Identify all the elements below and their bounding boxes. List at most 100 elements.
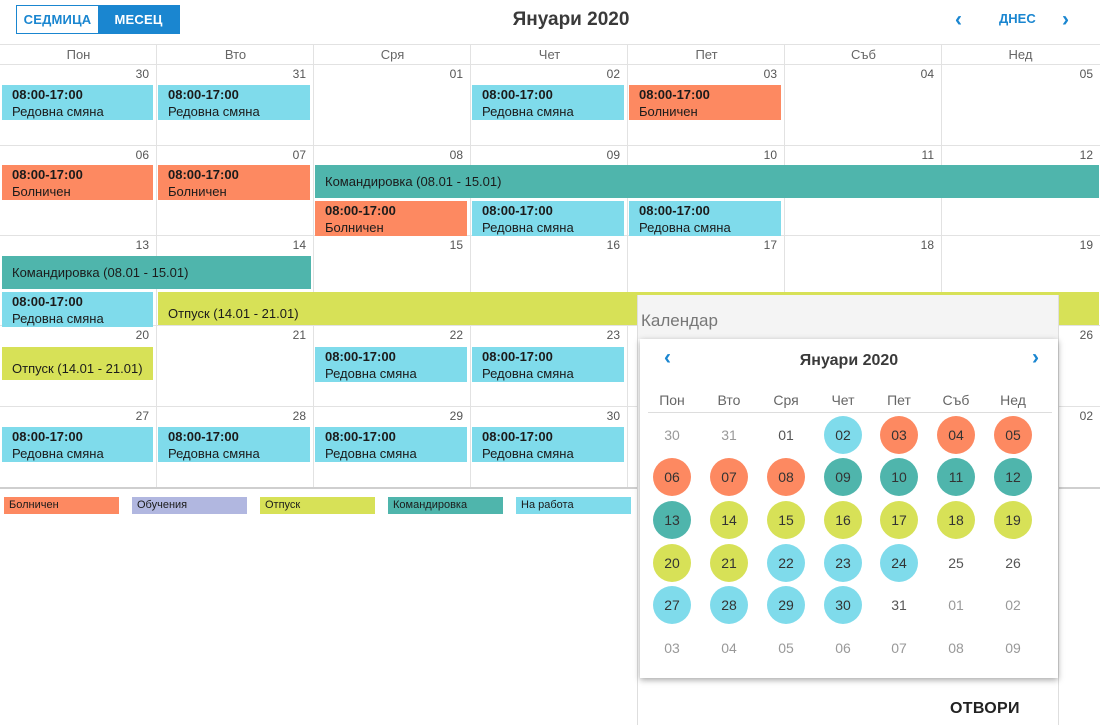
day-number[interactable]: 01 (449, 67, 463, 81)
mini-calendar-day[interactable]: 08 (948, 640, 964, 656)
mini-calendar-day[interactable]: 22 (767, 544, 805, 582)
day-number[interactable]: 18 (920, 238, 934, 252)
event-regular-shift[interactable]: 08:00-17:00 Редовна смяна (315, 347, 467, 382)
chevron-left-icon[interactable]: ‹ (664, 346, 671, 369)
day-number[interactable]: 04 (920, 67, 934, 81)
day-number[interactable]: 17 (763, 238, 777, 252)
mini-calendar-day[interactable]: 04 (937, 416, 975, 454)
day-number[interactable]: 22 (449, 328, 463, 342)
day-number[interactable]: 29 (449, 409, 463, 423)
mini-calendar-day[interactable]: 08 (767, 458, 805, 496)
week-view-button[interactable]: СЕДМИЦА (17, 6, 98, 33)
day-number[interactable]: 30 (135, 67, 149, 81)
mini-calendar-day[interactable]: 29 (767, 586, 805, 624)
mini-calendar-day[interactable]: 03 (664, 640, 680, 656)
mini-calendar-day[interactable]: 26 (1005, 555, 1021, 571)
day-number[interactable]: 27 (135, 409, 149, 423)
mini-calendar-day[interactable]: 24 (880, 544, 918, 582)
mini-calendar-day[interactable]: 10 (880, 458, 918, 496)
event-sick-leave[interactable]: 08:00-17:00 Болничен (158, 165, 310, 200)
mini-calendar-day[interactable]: 06 (653, 458, 691, 496)
event-sick-leave[interactable]: 08:00-17:00 Болничен (2, 165, 153, 200)
day-number[interactable]: 12 (1079, 148, 1093, 162)
day-number[interactable]: 26 (1079, 328, 1093, 342)
event-regular-shift[interactable]: 08:00-17:00 Редовна смяна (315, 427, 467, 462)
mini-calendar-day[interactable]: 09 (824, 458, 862, 496)
day-number[interactable]: 31 (292, 67, 306, 81)
event-business-trip[interactable]: Командировка (08.01 - 15.01) (315, 165, 1099, 198)
day-number[interactable]: 10 (763, 148, 777, 162)
day-number[interactable]: 23 (606, 328, 620, 342)
event-regular-shift[interactable]: 08:00-17:00 Редовна смяна (472, 201, 624, 236)
mini-calendar-day[interactable]: 07 (891, 640, 907, 656)
mini-calendar-day[interactable]: 19 (994, 501, 1032, 539)
day-number[interactable]: 13 (135, 238, 149, 252)
mini-calendar-day[interactable]: 04 (721, 640, 737, 656)
mini-calendar-day[interactable]: 31 (721, 427, 737, 443)
day-number[interactable]: 21 (292, 328, 306, 342)
day-number[interactable]: 14 (292, 238, 306, 252)
chevron-left-icon[interactable]: ‹ (955, 8, 962, 31)
chevron-right-icon[interactable]: › (1062, 8, 1069, 31)
mini-calendar-day[interactable]: 31 (891, 597, 907, 613)
open-button[interactable]: ОТВОРИ (950, 700, 1020, 717)
event-regular-shift[interactable]: 08:00-17:00 Редовна смяна (472, 85, 624, 120)
event-sick-leave[interactable]: 08:00-17:00 Болничен (629, 85, 781, 120)
mini-calendar-day[interactable]: 23 (824, 544, 862, 582)
chevron-right-icon[interactable]: › (1032, 346, 1039, 369)
mini-calendar-day[interactable]: 03 (880, 416, 918, 454)
event-regular-shift[interactable]: 08:00-17:00 Редовна смяна (472, 427, 624, 462)
event-business-trip[interactable]: Командировка (08.01 - 15.01) (2, 256, 311, 289)
mini-calendar-day[interactable]: 01 (948, 597, 964, 613)
event-regular-shift[interactable]: 08:00-17:00 Редовна смяна (158, 85, 310, 120)
day-number[interactable]: 06 (135, 148, 149, 162)
mini-calendar-day[interactable]: 28 (710, 586, 748, 624)
mini-calendar-day[interactable]: 16 (824, 501, 862, 539)
mini-calendar-day[interactable]: 02 (1005, 597, 1021, 613)
mini-calendar-day[interactable]: 14 (710, 501, 748, 539)
day-number[interactable]: 05 (1079, 67, 1093, 81)
mini-calendar-day[interactable]: 06 (835, 640, 851, 656)
day-number[interactable]: 03 (763, 67, 777, 81)
mini-calendar-day[interactable]: 17 (880, 501, 918, 539)
day-number[interactable]: 28 (292, 409, 306, 423)
mini-calendar-day[interactable]: 30 (664, 427, 680, 443)
mini-calendar-day[interactable]: 25 (948, 555, 964, 571)
mini-calendar-day[interactable]: 18 (937, 501, 975, 539)
mini-calendar-day[interactable]: 20 (653, 544, 691, 582)
day-number[interactable]: 30 (606, 409, 620, 423)
mini-calendar-day[interactable]: 02 (824, 416, 862, 454)
day-number[interactable]: 20 (135, 328, 149, 342)
day-number[interactable]: 07 (292, 148, 306, 162)
today-button[interactable]: ДНЕС (999, 11, 1036, 26)
event-regular-shift[interactable]: 08:00-17:00 Редовна смяна (629, 201, 781, 236)
mini-calendar-day[interactable]: 01 (778, 427, 794, 443)
day-number[interactable]: 02 (606, 67, 620, 81)
event-vacation[interactable]: Отпуск (14.01 - 21.01) (2, 347, 153, 380)
mini-calendar-day[interactable]: 09 (1005, 640, 1021, 656)
mini-calendar-day[interactable]: 05 (778, 640, 794, 656)
mini-calendar-day[interactable]: 11 (937, 458, 975, 496)
mini-calendar-day[interactable]: 05 (994, 416, 1032, 454)
day-number[interactable]: 09 (606, 148, 620, 162)
day-number[interactable]: 11 (921, 148, 934, 162)
day-number[interactable]: 19 (1079, 238, 1093, 252)
mini-calendar-day[interactable]: 12 (994, 458, 1032, 496)
mini-calendar-day[interactable]: 15 (767, 501, 805, 539)
mini-calendar-day[interactable]: 13 (653, 501, 691, 539)
day-number[interactable]: 02 (1079, 409, 1093, 423)
event-regular-shift[interactable]: 08:00-17:00 Редовна смяна (2, 85, 153, 120)
day-number[interactable]: 08 (449, 148, 463, 162)
day-number[interactable]: 16 (606, 238, 620, 252)
day-number[interactable]: 15 (449, 238, 463, 252)
mini-calendar-day[interactable]: 21 (710, 544, 748, 582)
mini-calendar-day[interactable]: 27 (653, 586, 691, 624)
event-regular-shift[interactable]: 08:00-17:00 Редовна смяна (2, 427, 153, 462)
event-sick-leave[interactable]: 08:00-17:00 Болничен (315, 201, 467, 236)
event-regular-shift[interactable]: 08:00-17:00 Редовна смяна (472, 347, 624, 382)
event-regular-shift[interactable]: 08:00-17:00 Редовна смяна (2, 292, 153, 327)
mini-calendar-day[interactable]: 30 (824, 586, 862, 624)
event-regular-shift[interactable]: 08:00-17:00 Редовна смяна (158, 427, 310, 462)
mini-calendar-day[interactable]: 07 (710, 458, 748, 496)
month-view-button[interactable]: МЕСЕЦ (98, 6, 179, 33)
